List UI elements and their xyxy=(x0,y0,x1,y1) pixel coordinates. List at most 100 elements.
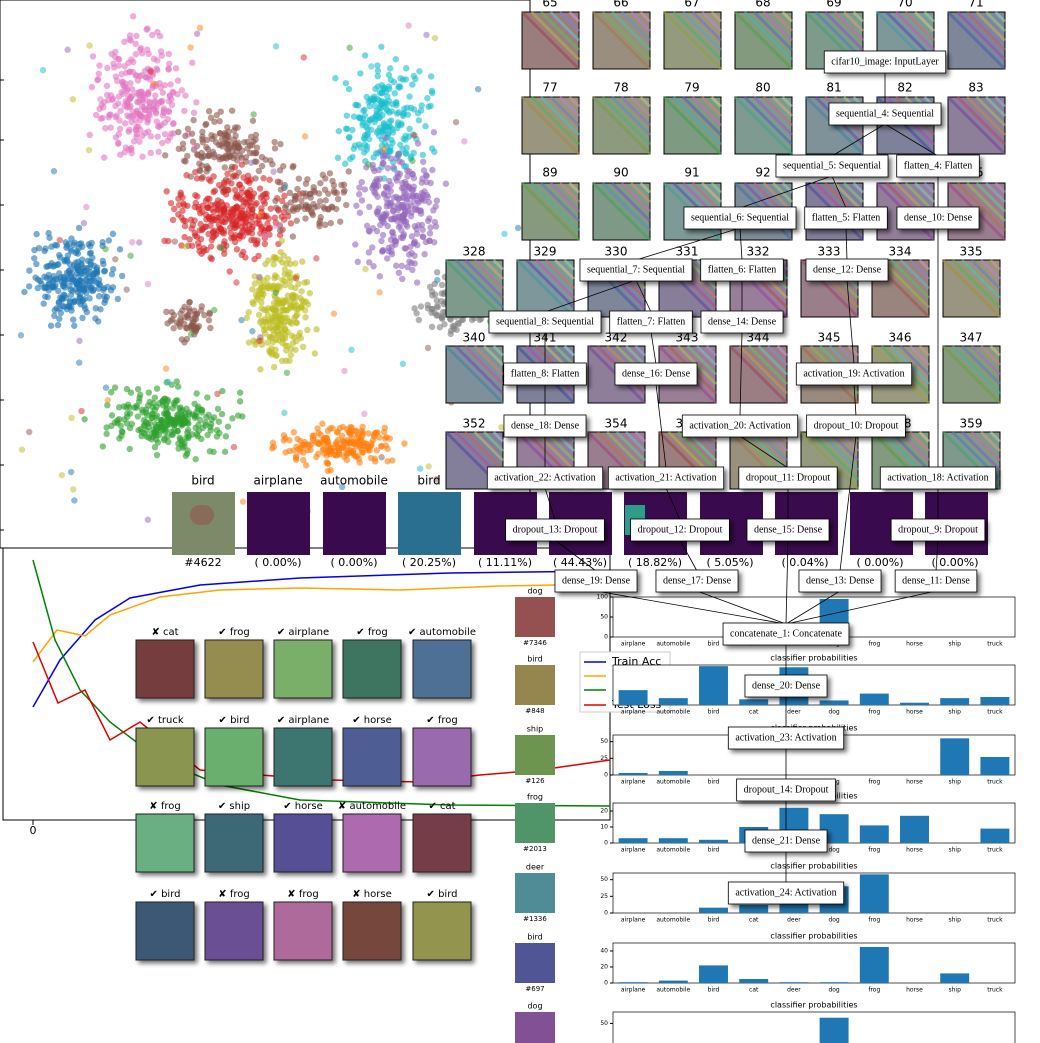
graph-edge xyxy=(739,227,743,261)
filter-label-bg xyxy=(957,331,985,344)
sample-image xyxy=(342,901,402,961)
node-box xyxy=(503,362,587,386)
y-tick-label: 0 xyxy=(604,772,608,779)
chart-title: classifier probabilities xyxy=(770,654,857,663)
node-label: sequential_6: Sequential xyxy=(691,212,789,223)
scatter-point xyxy=(248,225,256,233)
scatter-point xyxy=(384,458,391,465)
scatter-point xyxy=(286,357,293,364)
scatter-point xyxy=(18,446,26,453)
graph-node: dense_13: Dense xyxy=(798,569,882,593)
scatter-point xyxy=(206,448,214,455)
scatter-point xyxy=(60,273,67,281)
node-label: dense_19: Dense xyxy=(562,575,631,586)
scatter-point xyxy=(242,218,250,225)
scatter-point xyxy=(252,136,259,143)
scatter-point xyxy=(342,79,350,87)
scatter-point xyxy=(118,432,125,439)
filter-stripe xyxy=(781,95,794,108)
filter-stripe xyxy=(989,344,1002,357)
filter-label: 342 xyxy=(605,331,628,345)
scatter-point xyxy=(86,42,93,49)
filter-stripe xyxy=(444,344,505,405)
x-tick-label: deer xyxy=(787,987,801,994)
filter-stripe xyxy=(908,344,931,367)
scatter-point xyxy=(249,286,256,293)
scatter-point xyxy=(132,51,140,58)
scatter-point xyxy=(96,62,103,69)
scatter-point xyxy=(151,394,159,401)
scatter-point xyxy=(144,46,151,53)
scatter-point xyxy=(363,222,371,230)
scatter-point xyxy=(168,101,176,109)
node-label: cifar10_image: InputLayer xyxy=(831,56,939,67)
scatter-point xyxy=(349,153,356,161)
scatter-point xyxy=(165,108,173,116)
scatter-point xyxy=(381,140,389,147)
y-tick-label: 50 xyxy=(600,614,608,621)
scatter-point xyxy=(258,153,266,161)
scatter-point xyxy=(195,322,203,330)
scatter-point xyxy=(207,423,214,431)
scatter-point xyxy=(330,310,338,317)
y-tick-label: 50 xyxy=(600,1020,608,1027)
scatter-point xyxy=(295,203,302,211)
scatter-point xyxy=(423,31,430,39)
node-label: activation_18: Activation xyxy=(887,472,988,483)
scatter-point xyxy=(169,216,177,224)
x-tick-label: ship xyxy=(948,987,961,994)
sample-caption: ✔ bird xyxy=(427,889,458,900)
sample-label: bird xyxy=(527,933,543,942)
graph-edge xyxy=(739,435,789,469)
scatter-point xyxy=(371,433,378,440)
scatter-point xyxy=(45,281,53,288)
graph-node: cifar10_image: InputLayer xyxy=(823,50,947,74)
scatter-point xyxy=(219,387,226,395)
scatter-point xyxy=(88,83,96,91)
scatter-point xyxy=(256,273,263,281)
node-label: dense_17: Dense xyxy=(663,575,732,586)
scatter-point xyxy=(399,216,407,223)
filter-stripe xyxy=(544,258,576,290)
graph-node: activation_20: Activation xyxy=(681,414,799,438)
scatter-point xyxy=(277,248,284,256)
scatter-point xyxy=(25,283,33,290)
node-label: dense_15: Dense xyxy=(754,524,823,535)
node-label: activation_24: Activation xyxy=(735,887,836,898)
x-tick-label: deer xyxy=(787,709,801,716)
filter-label: 354 xyxy=(605,417,628,431)
scatter-point xyxy=(170,120,177,127)
scatter-point xyxy=(233,173,240,180)
scatter-point xyxy=(428,145,436,152)
sample-caption: ✔ truck xyxy=(146,715,183,726)
scatter-point xyxy=(279,336,287,343)
filter-tile xyxy=(515,258,576,319)
scatter-point xyxy=(162,152,169,159)
scatter-point xyxy=(275,323,282,331)
node-box xyxy=(722,622,850,646)
scatter-point xyxy=(90,286,97,293)
scatter-point xyxy=(254,294,261,301)
bar xyxy=(859,874,889,913)
scatter-point xyxy=(203,144,210,151)
scatter-point xyxy=(186,298,193,306)
filter-label-bg xyxy=(607,166,635,179)
scatter-point xyxy=(346,44,353,51)
sample-caption: ✘ frog xyxy=(218,889,249,900)
scatter-point xyxy=(282,435,289,442)
scatter-point xyxy=(70,276,77,284)
filter-stripe xyxy=(918,344,931,357)
scatter-point xyxy=(143,26,150,33)
scatter-point xyxy=(409,192,416,200)
scatter-point xyxy=(52,275,60,283)
filter-label-bg xyxy=(749,81,777,94)
x-tick-label: dog xyxy=(828,917,839,924)
x-tick-label: truck xyxy=(987,709,1003,716)
node-label: dense_14: Dense xyxy=(708,316,777,327)
scatter-point xyxy=(104,402,111,409)
scatter-point xyxy=(144,280,152,288)
filter-label-bg xyxy=(602,245,630,258)
scatter-point xyxy=(199,208,206,215)
node-label: flatten_7: Flatten xyxy=(617,316,686,327)
scatter-point xyxy=(369,244,376,251)
